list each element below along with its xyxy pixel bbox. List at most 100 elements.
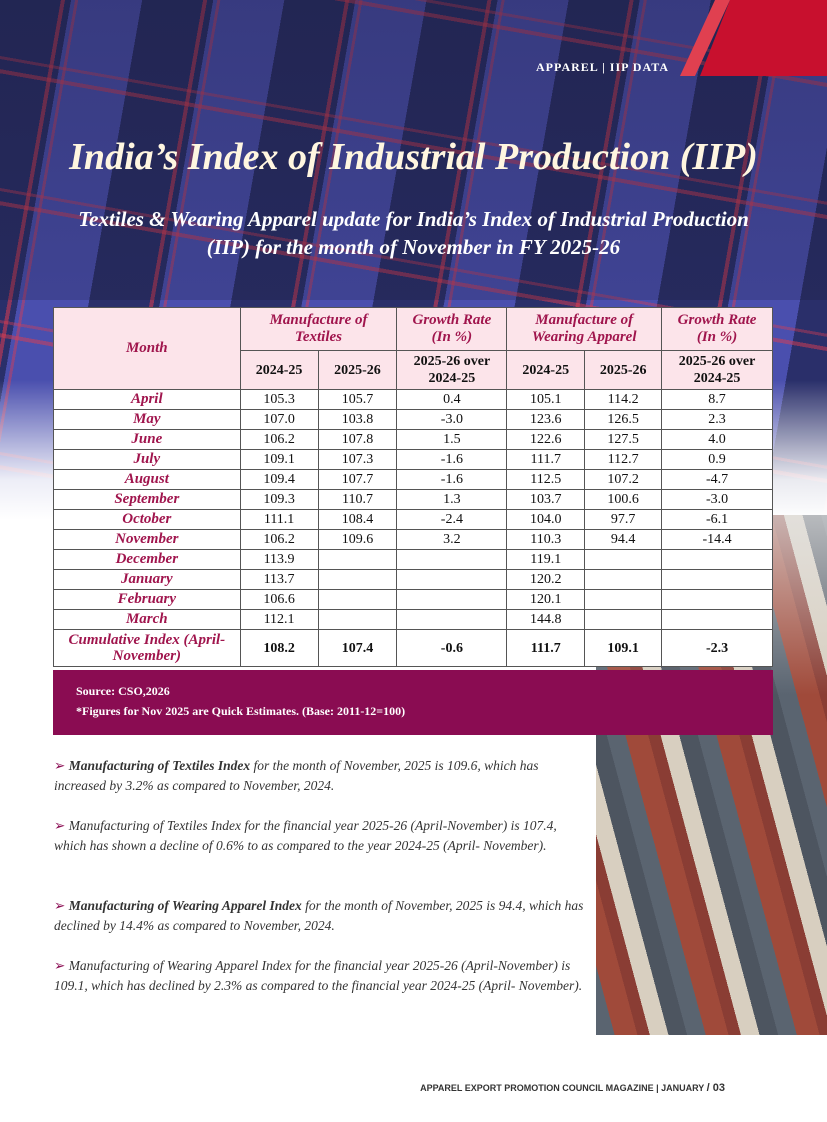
subheader-row: 2024-25 2025-26 2025-26 over 2024-25 2024-2…	[54, 350, 773, 390]
value-cell: 8.7	[661, 389, 773, 410]
value-cell: 105.7	[317, 389, 398, 410]
month-cell: May	[53, 409, 241, 430]
value-cell: -14.4	[661, 529, 773, 550]
total-value: 107.4	[317, 629, 398, 667]
value-cell	[396, 549, 508, 570]
subheader: 2025-26 over 2024-25	[661, 350, 773, 390]
group-header: Growth Rate (In %)	[396, 307, 508, 351]
subheader: 2025-26	[584, 350, 663, 390]
month-cell: October	[53, 509, 241, 530]
logo-shape	[680, 0, 827, 76]
bullet-text: Manufacturing of Textiles Index for the …	[54, 818, 557, 853]
page-number: / 03	[706, 1082, 725, 1094]
value-cell: 104.0	[506, 509, 586, 530]
value-cell: -3.0	[661, 489, 773, 510]
value-cell: -2.4	[396, 509, 508, 530]
bullet: ➢ Manufacturing of Textiles Index for th…	[54, 756, 586, 796]
value-cell: 103.8	[317, 409, 398, 430]
data-row: September 109.3 110.7 1.3 103.7 100.6 -3.0	[53, 489, 773, 510]
data-row: March 112.1 144.8	[53, 609, 773, 630]
data-row: July 109.1 107.3 -1.6 111.7 112.7 0.9	[53, 449, 773, 470]
value-cell: 97.7	[584, 509, 663, 530]
value-cell: 0.9	[661, 449, 773, 470]
value-cell: 109.1	[239, 449, 319, 470]
value-cell: 105.3	[239, 389, 319, 410]
total-row: Cumulative Index (April-November) 108.2 10…	[53, 629, 773, 667]
value-cell: 120.1	[506, 589, 586, 610]
bullet-arrow: ➢	[54, 818, 69, 833]
data-row: June 106.2 107.8 1.5 122.6 127.5 4.0	[53, 429, 773, 450]
value-cell: 106.2	[239, 429, 319, 450]
bullet-bold: Manufacturing of Textiles Index	[68, 758, 251, 773]
bullet-bold: Manufacturing of Wearing Apparel Index	[68, 898, 302, 913]
value-cell	[661, 569, 773, 590]
shade	[0, 0, 827, 300]
value-cell: 112.7	[584, 449, 663, 470]
value-cell: 105.1	[506, 389, 586, 410]
subheader: 2024-25	[506, 350, 586, 390]
value-cell: 107.2	[584, 469, 663, 490]
value-cell: -4.7	[661, 469, 773, 490]
source: Source: CSO,2026	[76, 684, 170, 698]
bullet-arrow: ➢	[54, 958, 69, 973]
footer: APPAREL EXPORT PROMOTION COUNCIL MAGAZIN…	[420, 1082, 725, 1094]
value-cell: 103.7	[506, 489, 586, 510]
total-value: 111.7	[506, 629, 586, 667]
value-cell	[661, 589, 773, 610]
value-cell: 111.7	[506, 449, 586, 470]
value-cell: 112.5	[506, 469, 586, 490]
value-cell: 110.7	[317, 489, 398, 510]
header-row: Month Manufacture of Textiles Growth Rate …	[53, 307, 773, 390]
month-cell: March	[53, 609, 241, 630]
group-header: Manufacture of Textiles	[239, 307, 398, 351]
data-row: April 105.3 105.7 0.4 105.1 114.2 8.7	[53, 389, 773, 410]
value-cell: 119.1	[506, 549, 586, 570]
bullet-text: for the month of November, 2025 is 109.6…	[54, 758, 539, 793]
month-cell: July	[53, 449, 241, 470]
month-cell: January	[53, 569, 241, 590]
bullet-arrow: ➢	[54, 898, 69, 913]
subtitle: Textiles & Wearing Apparel update for In…	[78, 207, 749, 259]
month-cell: April	[53, 389, 241, 410]
value-cell: 1.5	[396, 429, 508, 450]
value-cell: 94.4	[584, 529, 663, 550]
value-cell: 107.3	[317, 449, 398, 470]
group-header: Manufacture of Wearing Apparel	[506, 307, 663, 351]
value-cell: 107.0	[239, 409, 319, 430]
value-cell	[396, 589, 508, 610]
value-cell: -3.0	[396, 409, 508, 430]
total-value: -2.3	[661, 629, 773, 667]
bullet-text: for the month of November, 2025 is 94.4,…	[54, 898, 584, 933]
value-cell: 123.6	[506, 409, 586, 430]
value-cell	[317, 569, 398, 590]
value-cell	[396, 609, 508, 630]
total-value: -0.6	[396, 629, 508, 667]
value-cell: 113.9	[239, 549, 319, 570]
data-row: August 109.4 107.7 -1.6 112.5 107.2 -4.7	[53, 469, 773, 490]
value-cell: 0.4	[396, 389, 508, 410]
group-header: Growth Rate (In %)	[661, 307, 773, 351]
value-cell: 110.3	[506, 529, 586, 550]
subheader: 2025-26	[317, 350, 398, 390]
value-cell: 1.3	[396, 489, 508, 510]
value-cell: 107.7	[317, 469, 398, 490]
value-cell: 106.2	[239, 529, 319, 550]
month-cell: June	[53, 429, 241, 450]
value-cell	[317, 549, 398, 570]
value-cell	[584, 589, 663, 610]
value-cell: -1.6	[396, 449, 508, 470]
month-cell: November	[53, 529, 241, 550]
bullet: ➢ Manufacturing of Textiles Index for th…	[54, 816, 586, 856]
data-row: February 106.6 120.1	[53, 589, 773, 610]
value-cell: 109.3	[239, 489, 319, 510]
value-cell: 2.3	[661, 409, 773, 430]
data-row: October 111.1 108.4 -2.4 104.0 97.7 -6.1	[53, 509, 773, 530]
value-cell	[584, 569, 663, 590]
data-row: May 107.0 103.8 -3.0 123.6 126.5 2.3	[53, 409, 773, 430]
value-cell	[396, 569, 508, 590]
data-row: November 106.2 109.6 3.2 110.3 94.4 -14.4	[53, 529, 773, 550]
bullet: ➢ Manufacturing of Wearing Apparel Index…	[54, 896, 586, 936]
value-cell	[584, 549, 663, 570]
iip-table: Month Manufacture of Textiles Growth Rate …	[53, 307, 773, 667]
value-cell: 4.0	[661, 429, 773, 450]
